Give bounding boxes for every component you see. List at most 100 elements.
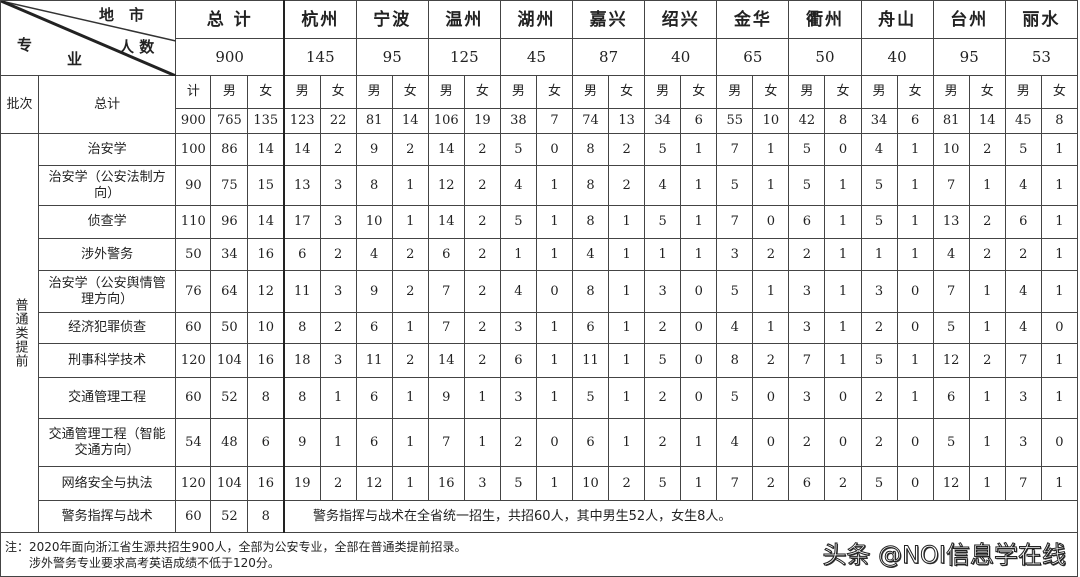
value-cell: 90 [175,165,212,206]
female-header: 女 [896,75,934,109]
value-cell: 5 [572,377,610,419]
city-header: 绍兴 [644,0,718,39]
value-cell: 10 [355,205,393,239]
value-cell: 110 [175,205,212,239]
male-header: 男 [283,75,321,109]
value-cell: 5 [499,205,537,239]
major-name: 治安学（公安舆情管理方向） [38,270,177,313]
value-cell: 2 [752,466,790,501]
value-cell: 1 [608,205,646,239]
city-total: 145 [283,38,357,76]
female-header: 女 [535,75,574,109]
sum-header: 总计 [38,75,177,134]
value-cell: 5 [716,377,754,419]
value-cell: 1 [680,418,718,467]
value-cell: 1 [824,165,862,206]
value-cell: 3 [788,312,826,344]
value-cell: 14 [247,205,285,239]
value-cell: 4 [499,165,537,206]
value-cell: 0 [896,270,934,313]
female-header: 女 [608,75,646,109]
female-header: 女 [680,75,718,109]
value-cell: 5 [644,343,682,378]
total-value: 6 [896,108,934,134]
total-value: 6 [680,108,718,134]
total-value: 74 [572,108,610,134]
value-cell: 7 [716,205,754,239]
value-cell: 1 [896,343,934,378]
value-cell: 14 [427,205,465,239]
corner-region-label: 地 市 [99,6,145,24]
footnote-line-2: 涉外警务专业要求高考英语成绩不低于120分。 [5,555,280,570]
city-total: 40 [860,38,934,76]
value-cell: 34 [210,238,249,271]
city-total: 65 [716,38,790,76]
value-cell: 3 [319,270,357,313]
value-cell: 1 [752,312,790,344]
value-cell: 1 [608,312,646,344]
value-cell: 8 [572,205,610,239]
value-cell: 7 [788,343,826,378]
value-cell: 3 [788,270,826,313]
value-cell: 2 [319,466,357,501]
value-cell: 2 [463,343,501,378]
value-cell: 1 [1040,165,1079,206]
city-total: 125 [427,38,501,76]
value-cell: 9 [283,418,321,467]
value-cell: 1 [896,133,934,166]
value-cell: 104 [210,343,249,378]
value-cell: 4 [716,418,754,467]
male-header: 男 [355,75,393,109]
value-cell: 1 [391,205,429,239]
value-cell: 7 [427,312,465,344]
total-value: 14 [968,108,1006,134]
value-cell: 52 [210,500,249,533]
value-cell: 5 [644,205,682,239]
male-header: 男 [788,75,826,109]
value-cell: 0 [680,343,718,378]
city-header: 湖州 [499,0,574,39]
value-cell: 17 [283,205,321,239]
value-cell: 5 [716,270,754,313]
major-name: 涉外警务 [38,238,177,271]
value-cell: 6 [499,343,537,378]
table-row: 侦查学 110 96 14 17 3 10 1 14 2 5 1 8 1 5 1 7 0 6 1 5 1 13 2 6 1 [1,205,1079,239]
value-cell: 5 [716,165,754,206]
value-cell: 0 [824,133,862,166]
major-name: 刑事科学技术 [38,343,177,378]
table-row: 警务指挥与战术 60 52 8 警务指挥与战术在全省统一招生，共招60人，其中男生52人… [1,500,1079,533]
value-cell: 13 [932,205,970,239]
table-row: 交通管理工程（智能交通方向） 54 48 6 9 1 6 1 7 1 2 0 6 1 2 1 4 0 2 0 2 0 5 1 3… [1,418,1079,467]
male-header: 男 [210,75,249,109]
value-cell: 0 [896,312,934,344]
major-name: 网络安全与执法 [38,466,177,501]
female-header: 女 [752,75,790,109]
value-cell: 2 [644,418,682,467]
value-cell: 48 [210,418,249,467]
value-cell: 2 [860,377,898,419]
value-cell: 3 [1004,418,1042,467]
major-name: 治安学 [38,133,177,166]
value-cell: 0 [1040,418,1079,467]
value-cell: 52 [210,377,249,419]
value-cell: 8 [572,133,610,166]
value-cell: 19 [283,466,321,501]
value-cell: 1 [535,466,574,501]
value-cell: 0 [535,418,574,467]
total-value: 38 [499,108,537,134]
male-header: 男 [860,75,898,109]
value-cell: 7 [716,466,754,501]
value-cell: 1 [391,377,429,419]
value-cell: 7 [1004,343,1042,378]
value-cell: 2 [319,238,357,271]
city-header: 金华 [716,0,790,39]
total-value: 55 [716,108,754,134]
value-cell: 6 [355,377,393,419]
city-header: 舟山 [860,0,934,39]
value-cell: 1 [535,165,574,206]
value-cell: 4 [355,238,393,271]
value-cell: 76 [175,270,212,313]
value-cell: 1 [463,377,501,419]
value-cell: 15 [247,165,285,206]
value-cell: 4 [572,238,610,271]
